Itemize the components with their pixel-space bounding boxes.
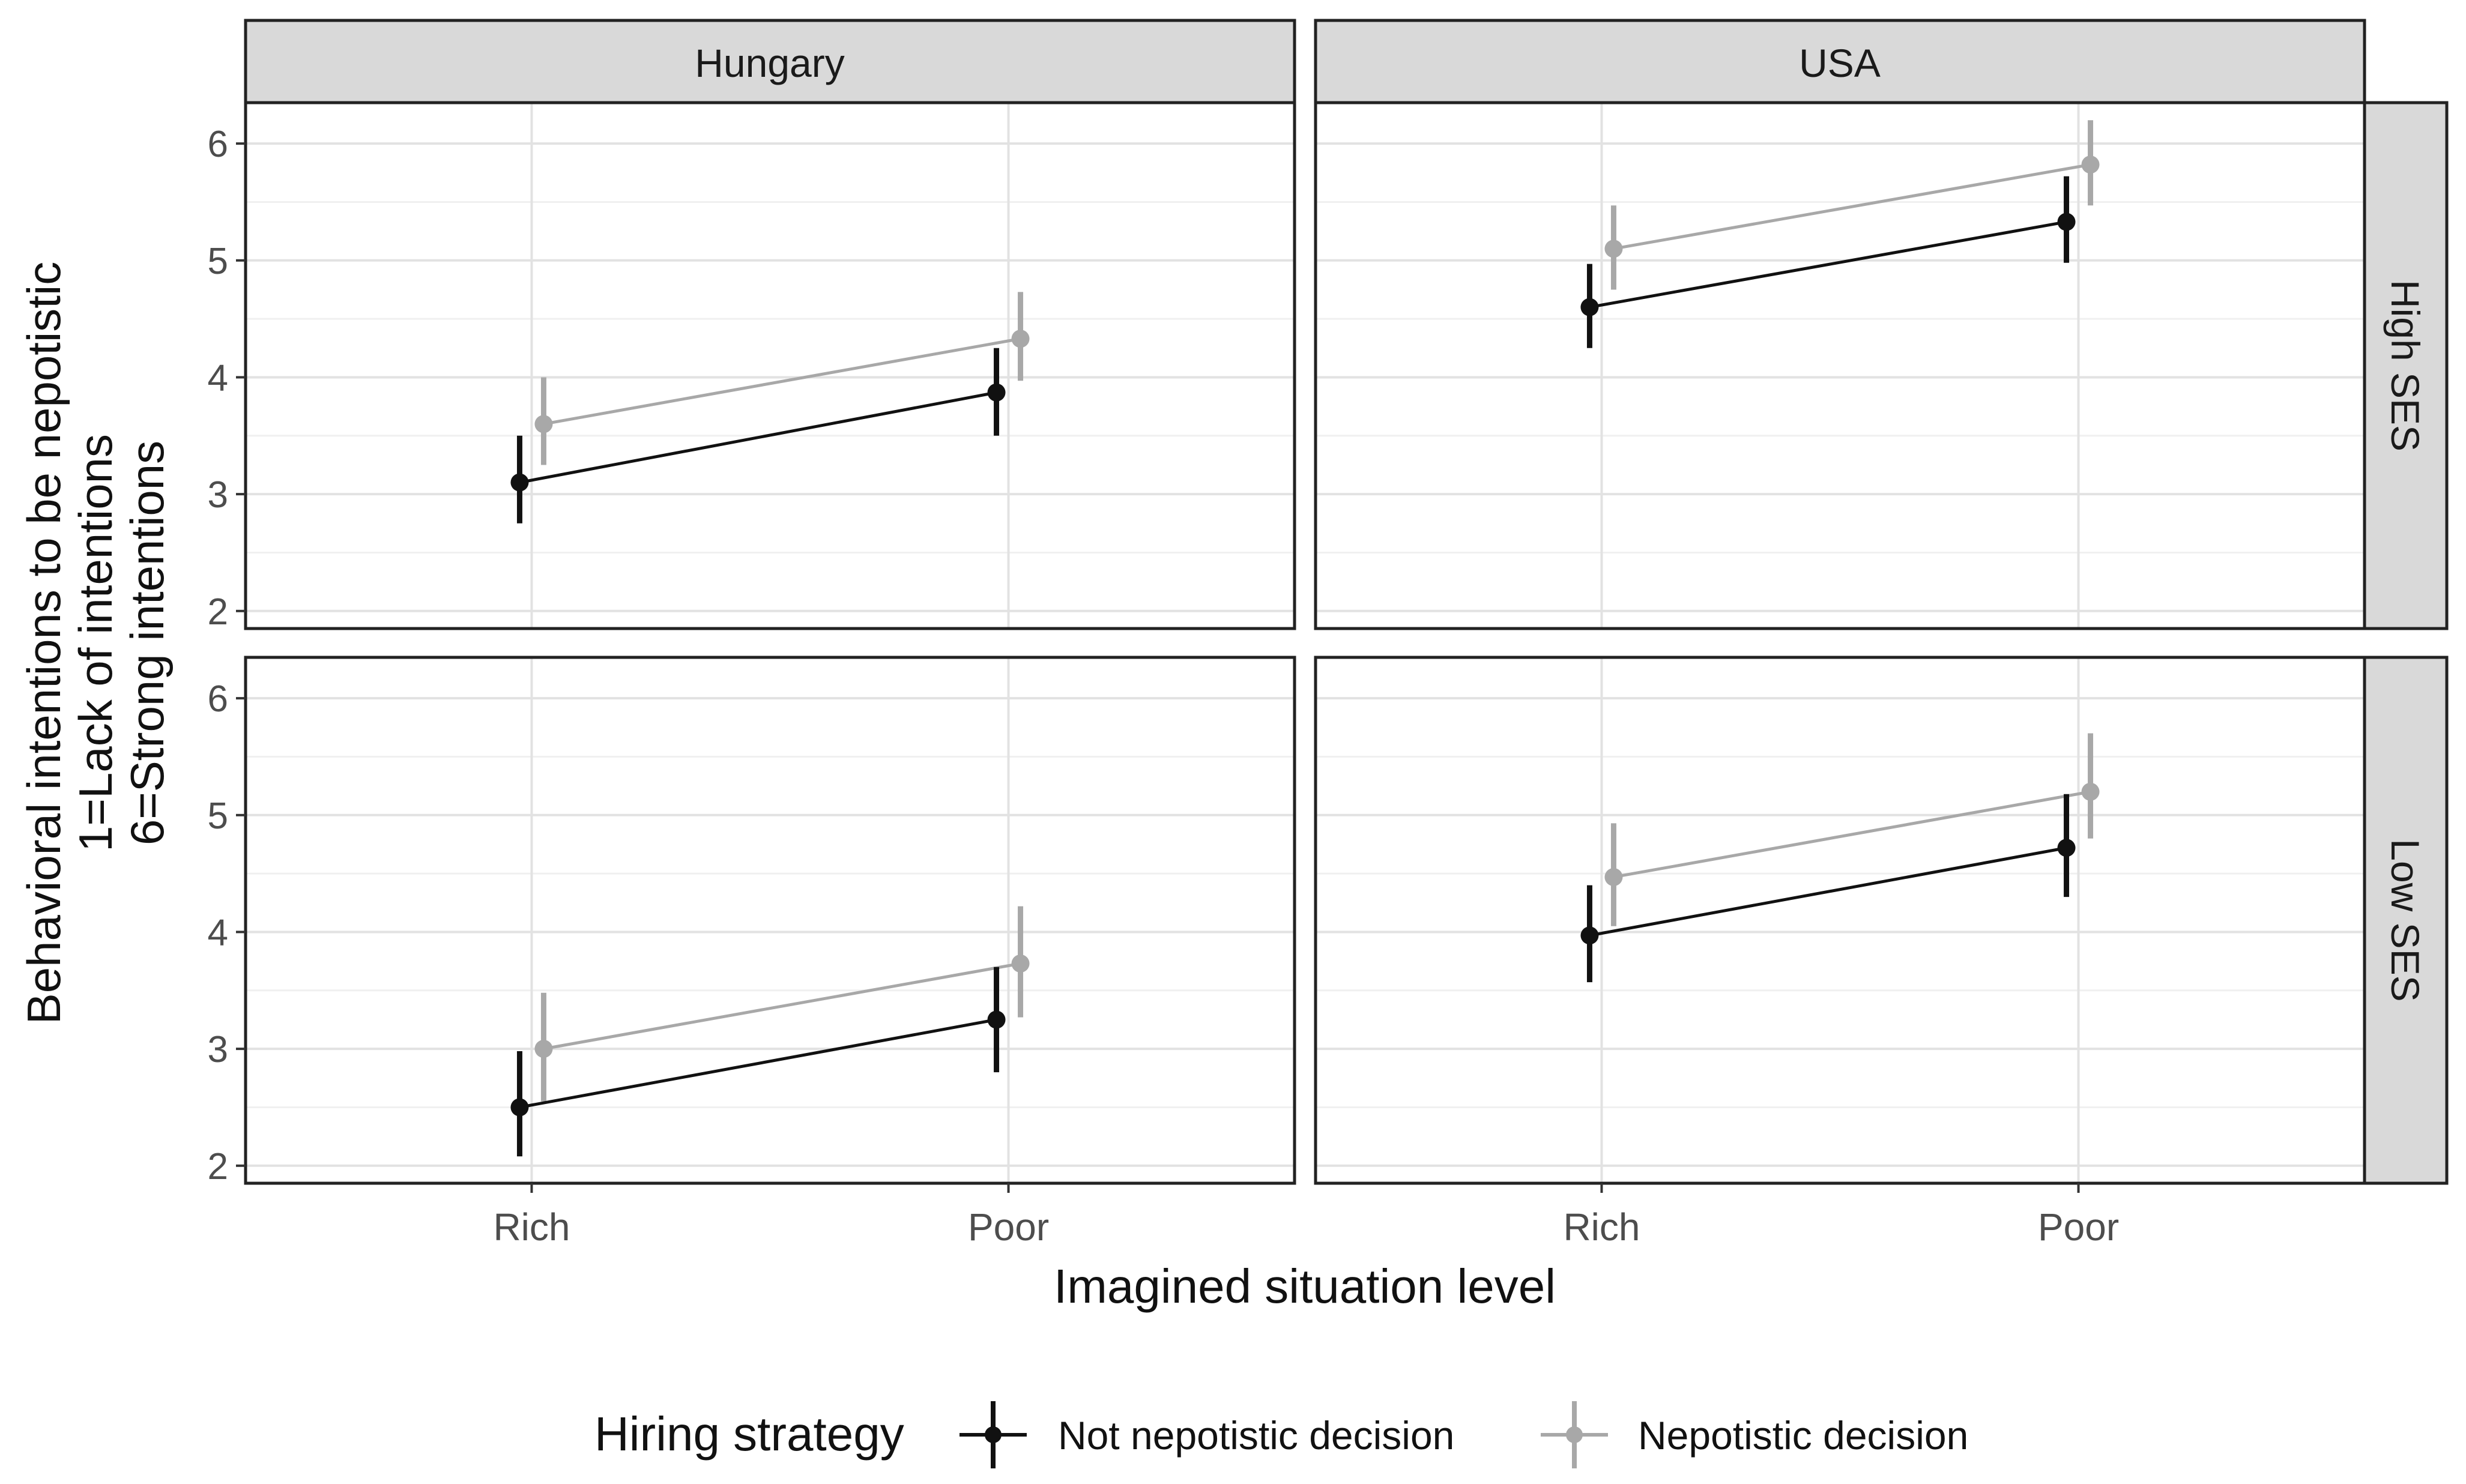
panel-background (246, 657, 1295, 1183)
y-tick-label: 5 (208, 795, 228, 837)
y-axis-title-line-1: Behavioral intentions to be nepotistic (17, 262, 70, 1024)
x-tick-label: Poor (968, 1205, 1049, 1249)
panel-background (246, 103, 1295, 629)
facet-strip-low-ses: Low SES (2363, 656, 2449, 1185)
panel-usa-low-ses (1314, 656, 2366, 1185)
panel-hungary-low-ses (244, 656, 1296, 1185)
facet-label-hungary: Hungary (695, 41, 844, 85)
data-point (510, 1098, 529, 1117)
legend-label-nepotistic: Nepotistic decision (1638, 1413, 1968, 1458)
data-point (1604, 240, 1623, 258)
y-tick-label: 2 (208, 591, 228, 633)
facet-label-usa: USA (1799, 41, 1881, 85)
facet-label-low-ses: Low SES (2383, 839, 2428, 1001)
data-point (1604, 867, 1623, 886)
x-axis-usa: Rich Poor (1563, 1183, 2119, 1249)
series-line-not-nepotistic (1589, 846, 2067, 937)
facet-strip-usa: USA (1314, 19, 2366, 104)
data-point (987, 383, 1006, 402)
y-tick-label: 6 (208, 124, 228, 165)
y-axis-title: Behavioral intentions to be nepotistic 1… (17, 262, 174, 1024)
y-tick-label: 4 (208, 912, 228, 953)
series-line-not-nepotistic (1589, 220, 2067, 309)
legend-key-nepotistic (1541, 1401, 1608, 1468)
x-axis-hungary: Rich Poor (493, 1183, 1049, 1249)
legend-label-not-nepotistic: Not nepotistic decision (1058, 1413, 1454, 1458)
data-point (2081, 782, 2100, 801)
y-axis-title-line-3: 6=Strong intentions (121, 441, 174, 845)
x-tick-label: Rich (1563, 1205, 1640, 1249)
panel-background (1316, 657, 2365, 1183)
legend-key-not-nepotistic (960, 1401, 1027, 1468)
x-tick-label: Poor (2038, 1205, 2119, 1249)
data-point (534, 415, 553, 433)
facet-strip-hungary: Hungary (244, 19, 1296, 104)
panel-hungary-high-ses (244, 101, 1296, 630)
y-axis-title-line-2: 1=Lack of intentions (69, 434, 122, 852)
panel-border (244, 656, 1296, 1185)
y-tick-label: 3 (208, 474, 228, 516)
panel-usa-high-ses (1314, 101, 2366, 630)
y-axis-bottom-row: 2 3 4 5 6 (208, 678, 246, 1187)
series-line-not-nepotistic (519, 391, 997, 484)
y-tick-label: 6 (208, 678, 228, 720)
x-tick-label: Rich (493, 1205, 570, 1249)
y-tick-label: 3 (208, 1029, 228, 1070)
data-point (1580, 298, 1599, 316)
facet-label-high-ses: High SES (2383, 280, 2428, 451)
data-point (1011, 330, 1030, 348)
y-tick-label: 5 (208, 241, 228, 282)
data-point (2057, 839, 2076, 857)
data-point (1011, 955, 1030, 973)
facet-strip-high-ses: High SES (2363, 101, 2449, 630)
series-line-nepotistic (1613, 163, 2091, 250)
data-point (987, 1010, 1006, 1029)
y-axis-top-row: 2 3 4 5 6 (208, 124, 246, 633)
panel-background (1316, 103, 2365, 629)
series-line-not-nepotistic (519, 1018, 997, 1109)
y-tick-label: 2 (208, 1146, 228, 1187)
data-point (1580, 926, 1599, 945)
data-point (510, 473, 529, 492)
legend: Hiring strategy Not nepotistic decision … (594, 1401, 1968, 1468)
legend-title: Hiring strategy (594, 1407, 904, 1461)
data-point (2057, 213, 2076, 231)
series-line-nepotistic (543, 962, 1021, 1051)
data-point (2081, 155, 2100, 174)
series-line-nepotistic (1613, 790, 2091, 879)
x-axis-title: Imagined situation level (1054, 1259, 1556, 1313)
series-line-nepotistic (543, 337, 1021, 426)
data-point (534, 1040, 553, 1058)
y-tick-label: 4 (208, 357, 228, 399)
